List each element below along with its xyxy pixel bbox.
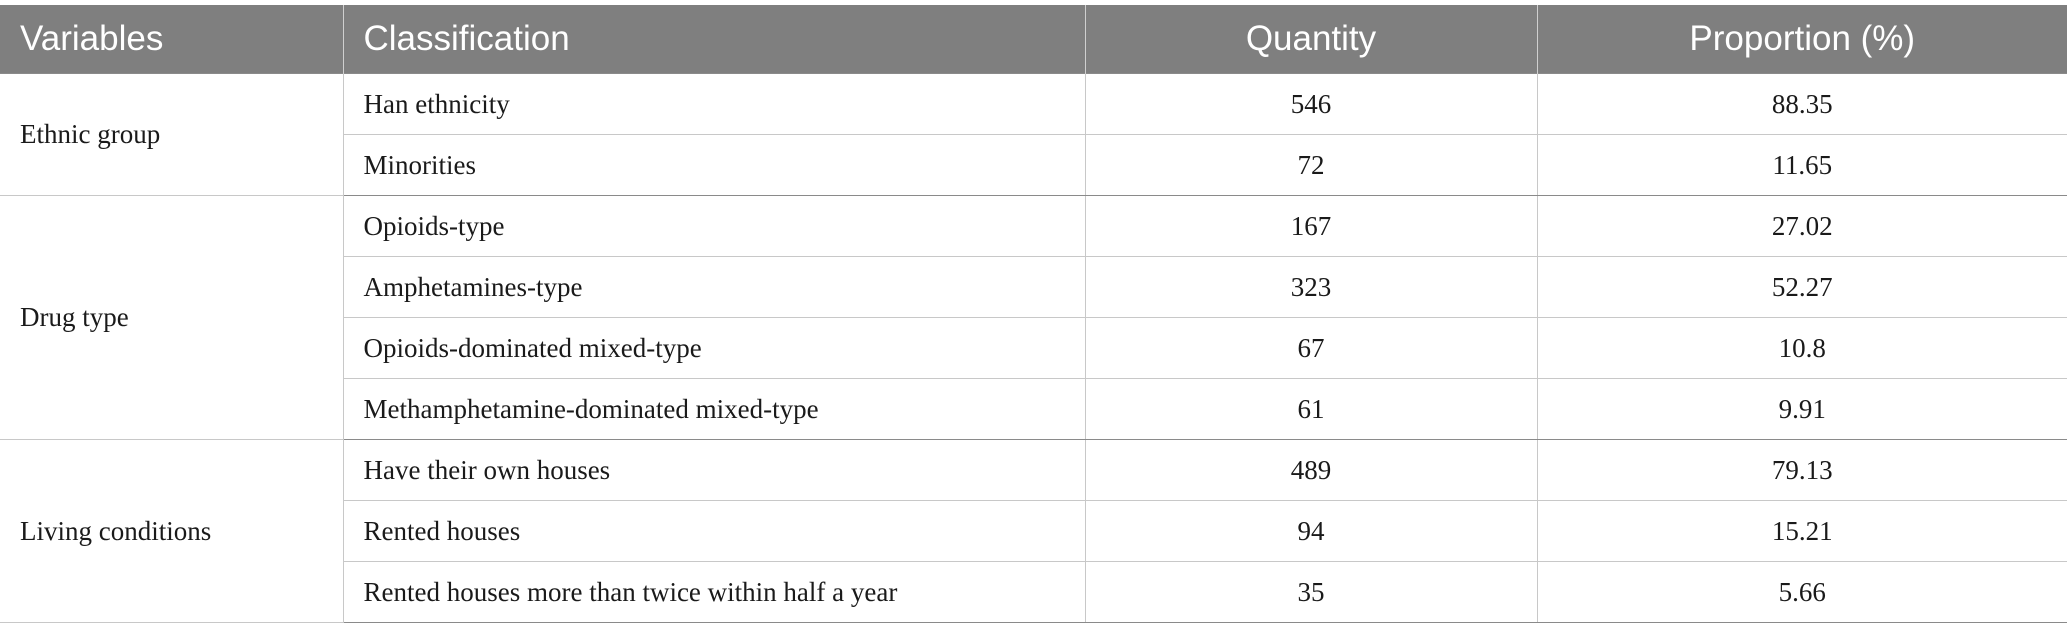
classification-cell: Opioids-dominated mixed-type	[343, 317, 1086, 379]
quantity-cell: 323	[1084, 256, 1538, 318]
table-row: Amphetamines-type 323 52.27	[0, 256, 2067, 318]
classification-cell: Han ethnicity	[342, 73, 1086, 135]
quantity-cell: 489	[1084, 439, 1538, 501]
classification-cell: Opioids-type	[342, 195, 1086, 257]
table-row: Methamphetamine-dominated mixed-type 61 …	[0, 378, 2067, 440]
table-header: Variables Classification Quantity Propor…	[0, 5, 2067, 74]
quantity-cell: 67	[1084, 317, 1538, 379]
table-row: Minorities 72 11.65	[0, 134, 2067, 196]
table-row: Living conditions Have their own houses …	[0, 439, 2067, 623]
quantity-cell: 72	[1084, 134, 1538, 196]
header-proportion: Proportion (%)	[1536, 5, 2067, 74]
table-row: Rented houses more than twice within hal…	[0, 561, 2067, 623]
quantity-cell: 167	[1084, 195, 1538, 257]
table-row: Opioids-dominated mixed-type 67 10.8	[0, 317, 2067, 379]
proportion-cell: 11.65	[1536, 134, 2067, 196]
demographics-table: Variables Classification Quantity Propor…	[0, 5, 2067, 623]
proportion-cell: 15.21	[1536, 500, 2067, 562]
table-row: Drug type Opioids-type 167 27.02	[0, 195, 2067, 440]
quantity-cell: 35	[1084, 561, 1538, 623]
table-row: Ethnic group Han ethnicity 546 88.35	[0, 73, 2067, 196]
proportion-cell: 88.35	[1536, 73, 2067, 135]
proportion-cell: 9.91	[1536, 378, 2067, 440]
group-label-drug-type: Drug type	[0, 195, 344, 440]
proportion-cell: 52.27	[1536, 256, 2067, 318]
quantity-cell: 61	[1084, 378, 1538, 440]
classification-cell: Methamphetamine-dominated mixed-type	[343, 378, 1086, 440]
header-variables: Variables	[0, 5, 343, 74]
header-classification: Classification	[342, 5, 1085, 74]
header-quantity: Quantity	[1084, 5, 1537, 74]
table-row: Rented houses 94 15.21	[0, 500, 2067, 562]
classification-cell: Rented houses	[343, 500, 1086, 562]
header-row: Variables Classification Quantity Propor…	[0, 5, 2067, 74]
proportion-cell: 79.13	[1536, 439, 2067, 501]
classification-cell: Have their own houses	[342, 439, 1086, 501]
classification-cell: Amphetamines-type	[343, 256, 1086, 318]
quantity-cell: 546	[1084, 73, 1538, 135]
group-label-ethnic-group: Ethnic group	[0, 73, 344, 196]
classification-cell: Rented houses more than twice within hal…	[343, 561, 1086, 623]
proportion-cell: 5.66	[1536, 561, 2067, 623]
group-label-living-conditions: Living conditions	[0, 439, 344, 623]
classification-cell: Minorities	[343, 134, 1086, 196]
quantity-cell: 94	[1084, 500, 1538, 562]
proportion-cell: 27.02	[1536, 195, 2067, 257]
proportion-cell: 10.8	[1536, 317, 2067, 379]
table-body: Ethnic group Han ethnicity 546 88.35 Min…	[0, 73, 2067, 623]
